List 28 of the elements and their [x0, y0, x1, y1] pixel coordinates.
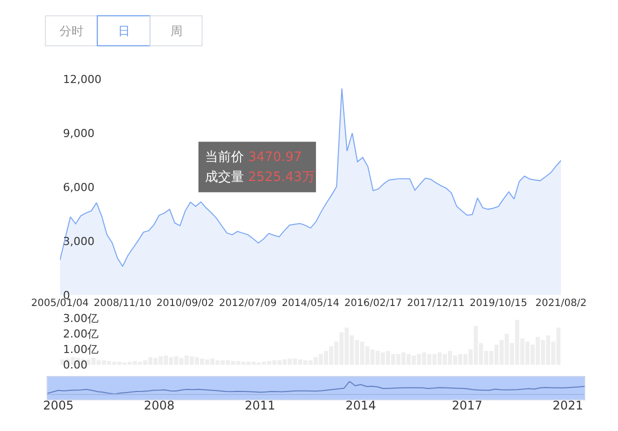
text: 日 [118, 24, 130, 38]
x-tick-label: 2011 [244, 398, 276, 412]
x-tick-label: 2014 [345, 398, 376, 412]
x-tick-label: 2016/02/17 [344, 298, 402, 310]
y-tick-label: 12,000 [62, 72, 102, 86]
annotation: 2525.43万 [248, 170, 315, 185]
x-tick-label: 2005 [43, 398, 74, 412]
y-tick-label: 6,000 [62, 180, 94, 194]
y-tick-label: 3.00亿 [62, 312, 98, 326]
x-tick-label: 2017 [452, 398, 482, 412]
y-tick-label: 2.00亿 [62, 328, 98, 341]
x-tick-label: 2017/12/11 [406, 298, 465, 310]
x-tick-label: 2010/09/02 [156, 298, 214, 310]
y-tick-label: 9,000 [62, 126, 94, 140]
x-tick-label: 2019/10/15 [470, 298, 528, 310]
annotation: 当前价 [205, 150, 244, 165]
annotation: 3470.97 [248, 150, 302, 165]
y-tick-label: 0.00 [62, 358, 88, 372]
x-tick-label: 2008/11/10 [94, 298, 152, 310]
text: 分时 [60, 24, 84, 38]
x-tick-label: 2021/08/2 [535, 298, 587, 310]
x-tick-label: 2012/07/09 [219, 298, 277, 310]
text: 周 [170, 24, 182, 38]
x-tick-label: 2008 [144, 398, 174, 412]
x-tick-label: 2014/05/14 [282, 298, 340, 310]
annotation: 成交量 [205, 169, 244, 185]
x-tick-label: 2021 [552, 398, 584, 412]
y-tick-label: 1.00亿 [62, 343, 98, 356]
